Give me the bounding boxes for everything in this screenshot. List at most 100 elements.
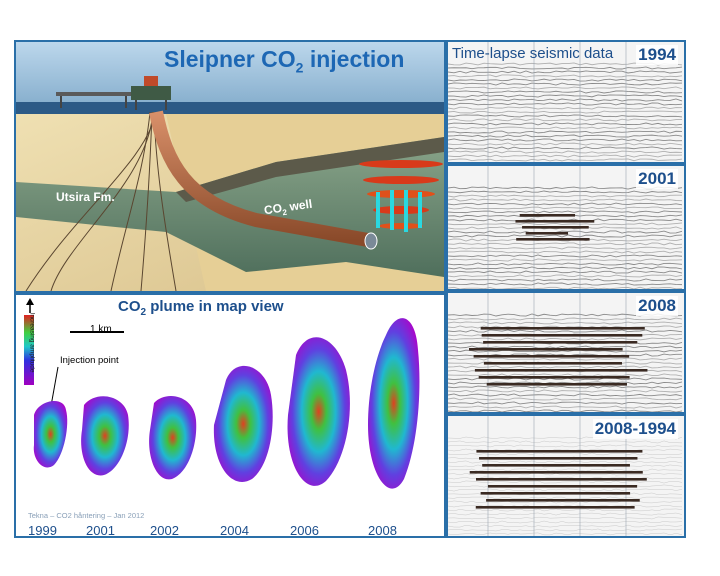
seismic-reflector — [448, 472, 683, 476]
seismic-reflector — [448, 532, 683, 536]
seismic-reflector — [448, 385, 683, 389]
seismic-reflector — [448, 274, 683, 278]
seismic-reflector — [448, 524, 683, 528]
seismic-reflector — [448, 242, 683, 246]
seismic-reflector — [448, 389, 683, 393]
plume-maps — [24, 298, 420, 489]
seismic-reflector — [448, 122, 683, 126]
bright-amplitude-band — [469, 471, 643, 474]
seismic-reflector — [448, 78, 683, 82]
co2-well-pipe — [149, 110, 370, 247]
seismic-reflector — [448, 94, 683, 98]
seismic-reflector — [448, 74, 683, 78]
seismic-reflector — [448, 480, 683, 484]
bright-amplitude-band — [475, 506, 635, 509]
year-2006: 2006 — [290, 523, 319, 538]
seismic-reflector — [448, 405, 683, 409]
seismic-reflector — [448, 345, 683, 349]
seismic-reflector — [448, 357, 683, 361]
bright-amplitude-band — [478, 376, 630, 379]
bright-amplitude-band — [474, 369, 648, 372]
seismic-reflector — [448, 496, 683, 500]
seismic-title: Time-lapse seismic data — [452, 45, 614, 62]
year-1999: 1999 — [28, 523, 57, 538]
main-title: Sleipner CO2 injection — [164, 46, 405, 76]
seismic-panel-2001: 2001 — [446, 164, 686, 291]
seismic-reflector — [448, 86, 683, 90]
offshore-platform — [56, 76, 171, 110]
seismic-reflector — [448, 194, 683, 198]
seismic-reflector — [448, 516, 683, 520]
seismic-reflector — [448, 349, 683, 353]
seismic-reflector — [448, 460, 683, 464]
seismic-traces — [448, 42, 683, 162]
plume-outlines — [33, 318, 420, 489]
seismic-reflector — [448, 130, 683, 134]
bright-amplitude-band — [481, 334, 643, 337]
seismic-reflector — [448, 126, 683, 130]
bright-amplitude-band — [476, 478, 647, 481]
seismic-reflector — [448, 488, 683, 492]
year-2004: 2004 — [220, 523, 249, 538]
seismic-reflector — [448, 110, 683, 114]
bright-amplitude-band — [486, 383, 627, 386]
seismic-reflector — [448, 102, 683, 106]
scale-bar-label: 1 km — [90, 324, 112, 335]
injection-point-label: Injection point — [60, 355, 119, 366]
seismic-reflector — [448, 82, 683, 86]
seismic-reflector — [448, 528, 683, 532]
seismic-panel-1994: Time-lapse seismic data 1994 — [446, 40, 686, 164]
seismic-reflector — [448, 270, 683, 274]
seismic-reflector — [448, 246, 683, 250]
seismic-panel-difference: 2008-1994 — [446, 414, 686, 538]
seismic-reflector — [448, 154, 683, 158]
seismic-reflector — [448, 500, 683, 504]
seismic-reflector — [448, 118, 683, 122]
seismic-reflector — [448, 142, 683, 146]
seismic-traces — [448, 416, 683, 536]
bright-amplitude-band — [487, 485, 638, 488]
bright-amplitude-band — [482, 464, 630, 467]
injected-co2-plume — [359, 160, 443, 232]
bright-amplitude-band — [479, 457, 638, 460]
bright-amplitude-band — [516, 238, 590, 241]
seismic-reflector — [448, 321, 683, 325]
seismic-reflector — [448, 158, 683, 162]
seismic-reflector — [448, 202, 683, 206]
bright-amplitude-band — [473, 355, 630, 358]
seismic-traces — [448, 166, 683, 289]
seismic-reflector — [448, 286, 683, 289]
seismic-reflector — [448, 512, 683, 516]
seismic-reflector — [448, 138, 683, 142]
seismic-year-label: 1994 — [636, 45, 678, 65]
plume-map-view: CO2 plume in map view 1 — [14, 293, 446, 538]
amplitude-label: Increasing amplitude — [28, 312, 36, 373]
year-2001: 2001 — [86, 523, 115, 538]
seismic-reflector — [448, 266, 683, 270]
year-2008: 2008 — [368, 523, 397, 538]
bright-amplitude-band — [468, 348, 623, 351]
seismic-reflector — [448, 258, 683, 262]
seismic-reflector — [448, 329, 683, 333]
seismic-reflector — [448, 70, 683, 74]
seismic-reflector — [448, 150, 683, 154]
bright-amplitude-band — [480, 327, 645, 330]
seismic-reflector — [448, 504, 683, 508]
seismic-reflector — [448, 373, 683, 377]
seismic-reflector — [448, 409, 683, 412]
seismic-reflector — [448, 468, 683, 472]
seismic-year-label: 2008 — [636, 296, 678, 316]
bright-amplitude-band — [525, 232, 569, 235]
seismic-reflector — [448, 452, 683, 456]
bright-amplitude-band — [483, 362, 622, 365]
seismic-reflector — [448, 444, 683, 448]
seismic-reflector — [448, 98, 683, 102]
seismic-reflector — [448, 66, 683, 70]
seismic-year-label: 2008-1994 — [592, 419, 678, 439]
seismic-reflector — [448, 520, 683, 524]
seismic-reflector — [448, 198, 683, 202]
seismic-reflector — [448, 262, 683, 266]
cross-section-illustration — [16, 42, 444, 291]
amplitude-colorbar — [24, 315, 34, 385]
seismic-reflector — [448, 278, 683, 282]
